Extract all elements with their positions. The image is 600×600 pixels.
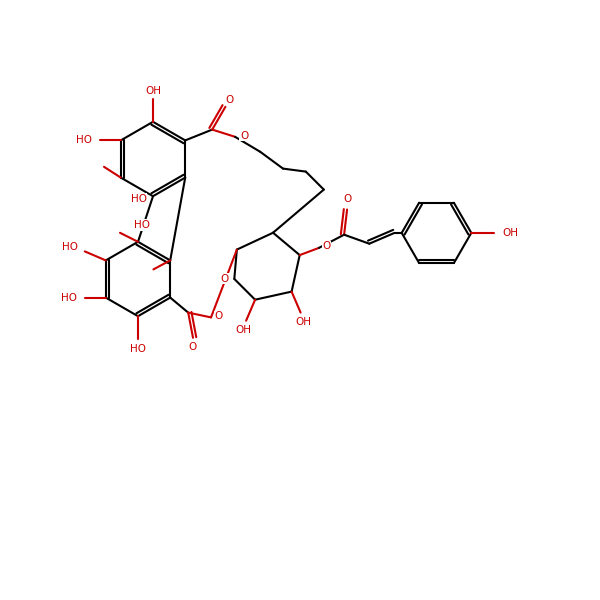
- Text: O: O: [240, 131, 248, 140]
- Text: O: O: [323, 241, 331, 251]
- Text: HO: HO: [62, 242, 78, 252]
- Text: HO: HO: [131, 194, 147, 203]
- Text: O: O: [343, 194, 351, 204]
- Text: OH: OH: [235, 325, 251, 335]
- Text: OH: OH: [502, 228, 518, 238]
- Text: O: O: [188, 342, 197, 352]
- Text: HO: HO: [76, 136, 92, 145]
- Text: O: O: [220, 274, 228, 284]
- Text: O: O: [215, 311, 223, 321]
- Text: HO: HO: [134, 220, 150, 230]
- Text: HO: HO: [130, 344, 146, 354]
- Text: OH: OH: [145, 86, 161, 95]
- Text: OH: OH: [296, 317, 311, 326]
- Text: HO: HO: [61, 293, 77, 302]
- Text: O: O: [226, 95, 234, 104]
